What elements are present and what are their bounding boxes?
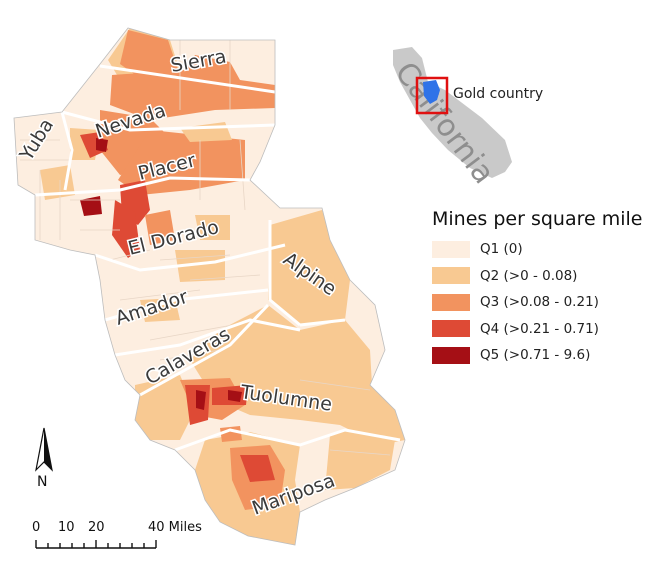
patch-q3 (145, 210, 175, 245)
boundary-eldorado-alpine (268, 220, 301, 327)
patch-q5 (196, 390, 206, 410)
boundary-sierra-nevada (99, 64, 276, 94)
legend-item: Q3 (>0.08 - 0.21) (432, 289, 647, 316)
boundary-calaveras-tuolumne (114, 318, 301, 357)
tract-boundaries (20, 40, 391, 456)
patch-q2 (325, 425, 395, 490)
boundary-tuolumne-mariposa (174, 428, 401, 452)
boundary-nevada-placer (61, 110, 276, 132)
patch-q2 (40, 165, 75, 200)
legend-item: Q4 (>0.21 - 0.71) (432, 316, 647, 343)
inset-gold-country-region (423, 80, 440, 104)
north-arrow-label: N (37, 474, 47, 490)
boundary-eldorado-amador (94, 243, 286, 272)
patch-q4 (112, 200, 140, 258)
patch-q4 (80, 132, 108, 158)
patch-q5 (96, 138, 108, 152)
county-boundaries (34, 64, 401, 452)
scale-tick-0: 0 (32, 520, 40, 535)
legend-label-q5: Q5 (>0.71 - 9.6) (480, 347, 591, 364)
patch-q2 (195, 215, 230, 240)
patch-q2 (135, 375, 195, 440)
boundary-yuba-nevada (60, 111, 74, 191)
inset-map: California Gold country (388, 47, 543, 191)
scale-tick-40: 40 Miles (148, 520, 202, 535)
legend-swatch-q2 (432, 267, 470, 285)
legend-item: Q2 (>0 - 0.08) (432, 263, 647, 290)
patch-q4 (240, 455, 275, 482)
legend-title: Mines per square mile (432, 208, 643, 230)
legend-swatch-q1 (432, 240, 470, 258)
legend: Mines per square mile Q1 (0) Q2 (>0 - 0.… (432, 208, 647, 369)
choropleth-patches (40, 28, 405, 545)
scale-bar-line (35, 540, 157, 549)
patch-q2 (190, 305, 405, 445)
boundary-alpine-tuolumne (299, 318, 346, 327)
legend-label-q1: Q1 (0) (480, 241, 523, 258)
patch-q5 (228, 390, 242, 402)
boundary-amador-calaveras (104, 288, 269, 322)
legend-swatch-q3 (432, 293, 470, 311)
legend-item: Q1 (0) (432, 236, 647, 263)
patch-q3 (110, 55, 275, 120)
legend-swatch-q4 (432, 320, 470, 338)
scale-tick-20: 20 (88, 520, 105, 535)
patch-q2 (140, 298, 180, 322)
inset-region-label: Gold country (453, 86, 543, 102)
legend-item: Q5 (>0.71 - 9.6) (432, 342, 647, 369)
boundary-calaveras-tuolumne-south (139, 303, 270, 397)
patch-q3 (120, 30, 178, 78)
legend-label-q4: Q4 (>0.21 - 0.71) (480, 320, 599, 337)
legend-label-q3: Q3 (>0.08 - 0.21) (480, 294, 599, 311)
legend-label-q2: Q2 (>0 - 0.08) (480, 267, 578, 284)
inset-locator-box (415, 76, 449, 115)
scale-tick-10: 10 (58, 520, 75, 535)
legend-swatch-q5 (432, 346, 470, 364)
boundary-placer-eldorado (34, 176, 251, 197)
inset-california-shape (393, 47, 512, 178)
patch-q5 (80, 196, 102, 216)
scale-bar: 0 10 20 40 Miles (32, 520, 202, 549)
north-arrow: N (35, 427, 53, 490)
